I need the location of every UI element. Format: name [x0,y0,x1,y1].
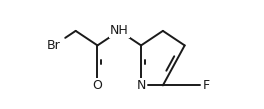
Text: Br: Br [47,39,61,52]
Text: O: O [93,79,102,92]
Text: N: N [136,79,146,92]
Text: NH: NH [110,24,129,37]
Text: F: F [203,79,210,92]
